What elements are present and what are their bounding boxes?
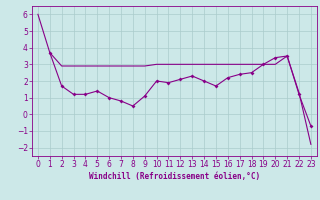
X-axis label: Windchill (Refroidissement éolien,°C): Windchill (Refroidissement éolien,°C) [89,172,260,181]
